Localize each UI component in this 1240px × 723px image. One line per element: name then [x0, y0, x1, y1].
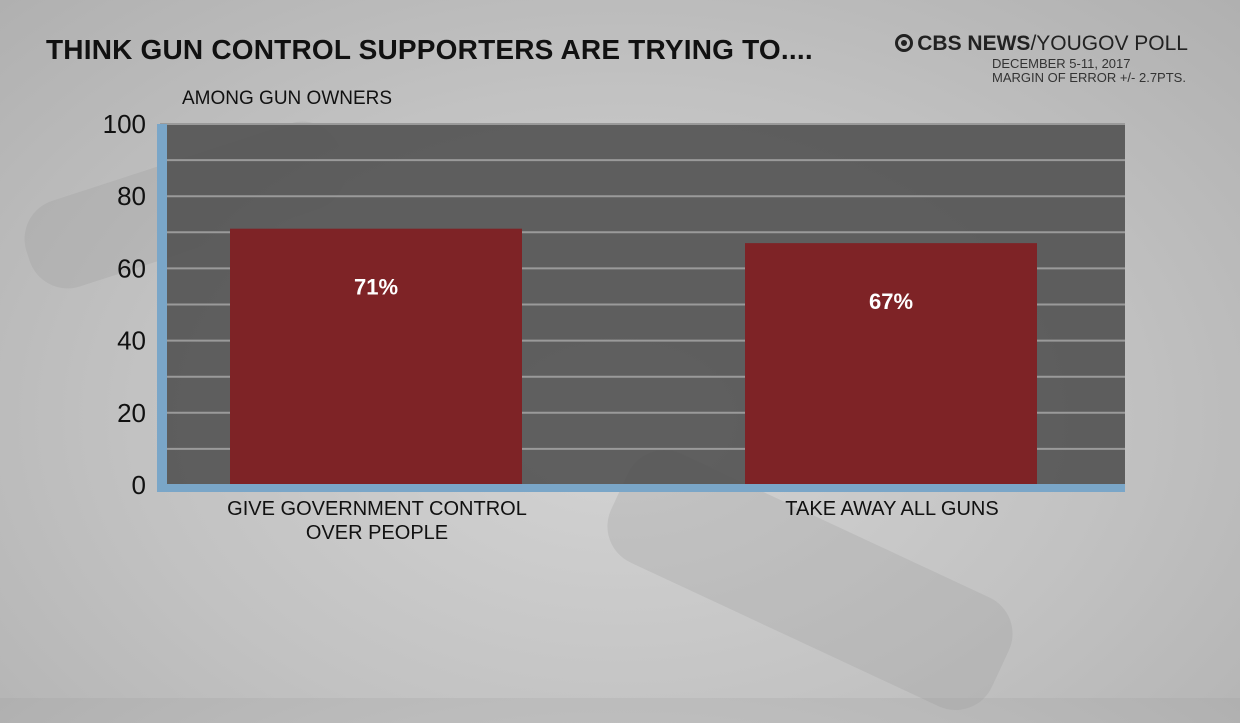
data-label: 67%	[869, 289, 913, 314]
bar	[745, 243, 1037, 485]
y-tick-label: 40	[117, 326, 146, 356]
y-tick-label: 0	[132, 470, 146, 500]
category-label: TAKE AWAY ALL GUNS	[785, 498, 999, 520]
poll-name: /YOUGOV POLL	[1030, 32, 1188, 55]
bar	[230, 228, 522, 485]
y-tick-label: 100	[103, 109, 146, 139]
brand-name: CBS NEWS	[917, 32, 1031, 55]
y-tick-label: 80	[117, 181, 146, 211]
y-axis	[157, 124, 167, 492]
cbs-eye-logo-icon	[895, 34, 914, 52]
chart-subtitle: AMONG GUN OWNERS	[182, 88, 393, 109]
margin-of-error: MARGIN OF ERROR +/- 2.7PTS.	[992, 70, 1186, 85]
bar-chart: 0 20 40 60 80 100 71% 67%	[103, 109, 1125, 500]
x-axis	[157, 484, 1125, 492]
source-brand: CBS NEWS/YOUGOV POLL	[895, 32, 1188, 56]
y-tick-label: 20	[117, 398, 146, 428]
poll-date: DECEMBER 5-11, 2017	[992, 56, 1131, 71]
y-tick-label: 60	[117, 253, 146, 283]
category-label: GIVE GOVERNMENT CONTROL OVER PEOPLE	[227, 498, 527, 544]
data-label: 71%	[354, 275, 398, 300]
chart-title: THINK GUN CONTROL SUPPORTERS ARE TRYING …	[46, 34, 813, 65]
